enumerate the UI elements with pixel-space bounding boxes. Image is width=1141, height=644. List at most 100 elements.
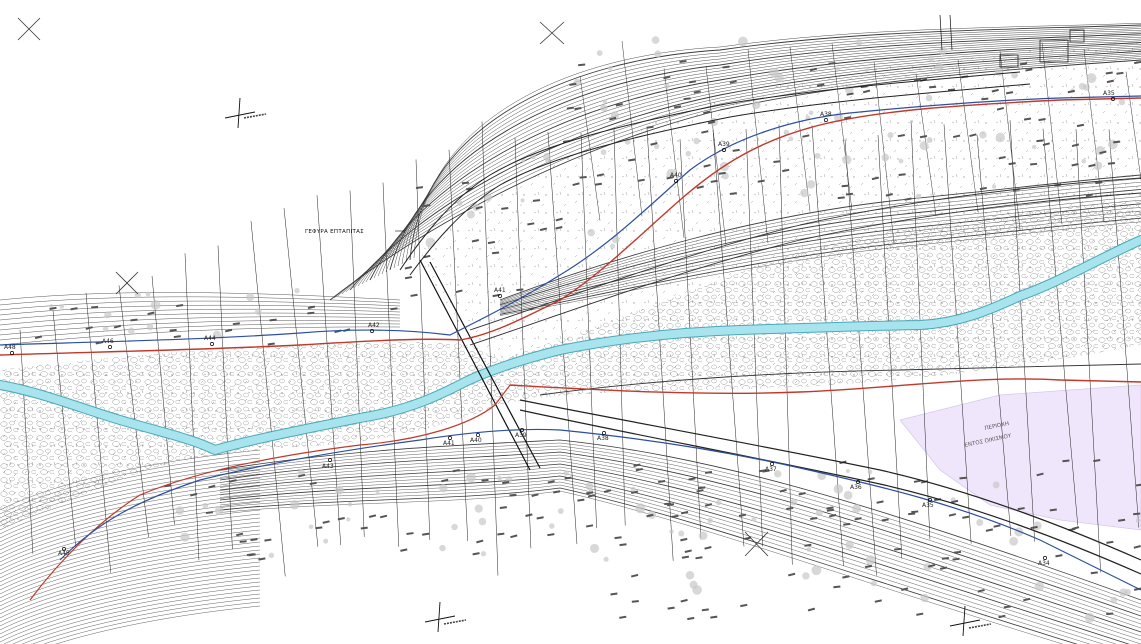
tree-symbol [543, 153, 551, 161]
elevation-tick [509, 493, 517, 497]
tree-symbol [995, 132, 1006, 143]
tree-symbol [635, 503, 646, 514]
tree-symbol [587, 228, 595, 237]
tree-symbol [520, 198, 525, 203]
tree-symbol [769, 67, 780, 78]
tree-symbol [323, 538, 329, 544]
contour-line [55, 605, 261, 644]
elevation-tick [854, 517, 862, 521]
elevation-tick [687, 616, 695, 621]
contour-line [341, 54, 1141, 295]
tree-symbol [920, 593, 929, 603]
elevation-tick [996, 106, 1005, 111]
contour-line [0, 517, 261, 579]
elevation-tick [1023, 117, 1032, 121]
elevation-tick [637, 178, 645, 182]
tree-symbol [685, 150, 692, 157]
elevation-tick [585, 524, 594, 528]
contour-line [0, 553, 261, 615]
tree-symbol [175, 506, 185, 515]
tree-symbol [451, 523, 458, 531]
elevation-tick [410, 293, 418, 297]
elevation-tick [696, 489, 704, 493]
elevation-tick [91, 305, 99, 309]
tree-symbol [678, 530, 685, 537]
section-line [349, 190, 365, 537]
elevation-tick [176, 304, 184, 308]
tree-symbol [685, 571, 695, 580]
contour-line [393, 31, 1141, 269]
elevation-tick [1133, 512, 1141, 516]
station-label: A48 [4, 344, 16, 351]
elevation-tick [798, 491, 806, 496]
elevation-tick [34, 335, 43, 340]
elevation-tick [867, 477, 875, 481]
elevation-tick [680, 598, 688, 603]
section-line [943, 124, 972, 544]
elevation-tick [555, 217, 563, 222]
tree-symbol [439, 483, 448, 493]
contour-line [0, 525, 261, 587]
elevation-tick [269, 318, 277, 322]
bridge-label-group: ΓΕΦΥΡΑ ΕΠΤΑΠΙΤΑΣ [305, 229, 405, 235]
tree-symbol [783, 129, 790, 136]
elevation-tick [710, 179, 718, 183]
tree-symbol [1108, 139, 1118, 150]
tree-symbol [289, 500, 300, 510]
elevation-tick [531, 493, 539, 498]
tree-symbol [607, 65, 613, 71]
elevation-tick [499, 506, 507, 509]
section-line [283, 208, 319, 547]
station-marker: A42 [368, 322, 380, 333]
elevation-tick [1062, 459, 1070, 463]
station-marker: A35 [1103, 90, 1115, 101]
tree-symbol [1032, 521, 1042, 531]
section-line [448, 149, 469, 542]
tree-symbol [928, 55, 935, 62]
contour-line [0, 545, 261, 607]
tree-symbol [864, 67, 870, 72]
elevation-tick [650, 142, 658, 146]
elevation-tick [1090, 571, 1098, 575]
contour-line [0, 449, 261, 511]
elevation-tick [828, 61, 836, 65]
station-label: A39 [718, 141, 730, 148]
tree-symbol [630, 486, 636, 492]
elevation-tick [404, 266, 412, 270]
contour-line [0, 505, 261, 567]
tree-symbol [150, 300, 161, 310]
elevation-tick [189, 492, 198, 497]
elevation-tick [501, 207, 509, 210]
elevation-tick [492, 293, 500, 298]
elevation-tick [1071, 143, 1080, 148]
elevation-tick-marks [34, 59, 1141, 621]
tree-symbol [180, 532, 190, 542]
contour-line [219, 478, 1117, 644]
tree-symbol [308, 524, 314, 530]
tree-symbol [59, 304, 65, 309]
elevation-tick [663, 75, 671, 80]
contour-line [0, 541, 261, 603]
elevation-tick [704, 503, 713, 507]
tree-symbol [294, 287, 300, 294]
tree-symbol [255, 308, 262, 315]
tree-symbol [134, 291, 142, 299]
section-line [382, 182, 400, 547]
elevation-tick [810, 516, 818, 521]
tree-symbol [563, 470, 569, 476]
tree-symbol [693, 137, 700, 145]
contour-line [499, 210, 1141, 313]
elevation-tick [510, 534, 518, 539]
contour-line [0, 461, 261, 523]
elevation-tick [948, 513, 957, 517]
elevation-tick [732, 148, 740, 152]
tree-symbol [845, 540, 854, 550]
bottom-station-markers: A45 A43 A41 A40 A39 A38 A37 A36 A35 A34 [58, 428, 1050, 567]
tree-symbol [815, 509, 823, 517]
elevation-tick [497, 532, 505, 536]
section-line [976, 134, 1012, 537]
elevation-tick [1003, 605, 1011, 609]
tree-symbol [1110, 596, 1118, 604]
elevation-tick [950, 499, 959, 504]
